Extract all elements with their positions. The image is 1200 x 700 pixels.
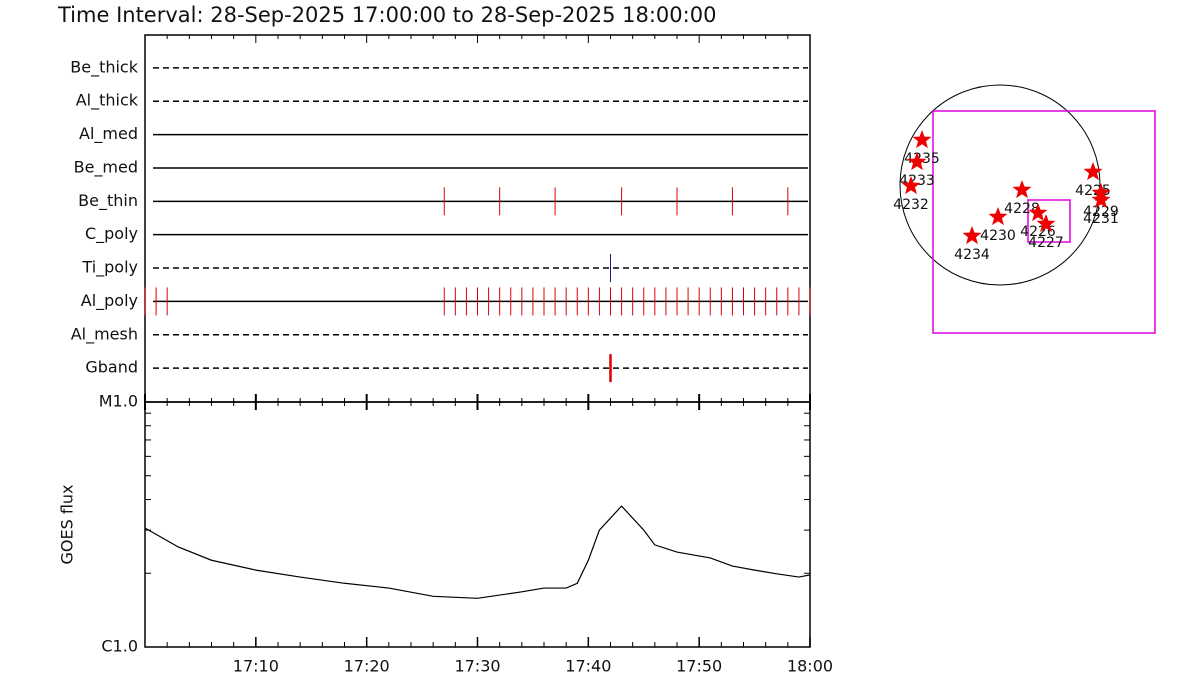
x-tick-label: 17:10 bbox=[233, 657, 279, 676]
region-label: 4230 bbox=[980, 228, 1016, 244]
panel-frame bbox=[144, 401, 811, 648]
region-star bbox=[1091, 190, 1111, 209]
region-label: 4231 bbox=[1083, 211, 1119, 227]
x-tick-label: 17:50 bbox=[676, 657, 722, 676]
panel-frame bbox=[144, 34, 811, 403]
region-star bbox=[912, 130, 932, 149]
chart-title: Time Interval: 28-Sep-2025 17:00:00 to 2… bbox=[57, 3, 716, 27]
flux-line bbox=[144, 505, 811, 599]
row-label: C_poly bbox=[85, 224, 138, 244]
row-label: Al_poly bbox=[81, 291, 138, 311]
region-label: 4233 bbox=[899, 173, 935, 189]
region-star bbox=[1036, 214, 1056, 233]
region-label: 4228 bbox=[1004, 201, 1040, 217]
x-tick-label: 18:00 bbox=[787, 657, 833, 676]
row-label: Be_thick bbox=[70, 57, 138, 77]
region-label: 4234 bbox=[954, 247, 990, 263]
region-star bbox=[1083, 162, 1103, 181]
x-tick-label: 17:40 bbox=[565, 657, 611, 676]
x-tick-label: 17:30 bbox=[454, 657, 500, 676]
region-label: 4232 bbox=[893, 197, 929, 213]
y-tick-label: C1.0 bbox=[101, 637, 138, 656]
row-label: Be_thin bbox=[78, 191, 138, 211]
x-tick-label: 17:20 bbox=[344, 657, 390, 676]
fov-box bbox=[932, 110, 1156, 334]
row-label: Be_med bbox=[74, 157, 138, 177]
y-axis-label: GOES flux bbox=[58, 484, 77, 564]
row-label: Ti_poly bbox=[81, 258, 138, 278]
row-label: Al_mesh bbox=[71, 324, 138, 344]
region-star bbox=[962, 226, 982, 245]
y-tick-label: M1.0 bbox=[99, 392, 138, 411]
row-label: Gband bbox=[85, 358, 138, 377]
row-label: Al_med bbox=[79, 124, 138, 144]
region-star bbox=[1028, 203, 1048, 222]
region-label: 4227 bbox=[1028, 235, 1064, 251]
row-label: Al_thick bbox=[76, 91, 139, 111]
region-label: 4229 bbox=[1083, 204, 1119, 220]
region-star bbox=[1012, 180, 1032, 199]
region-star bbox=[907, 152, 927, 171]
fov-box bbox=[1027, 199, 1071, 243]
region-star bbox=[988, 207, 1008, 226]
solar-disk bbox=[899, 84, 1101, 286]
region-star bbox=[901, 176, 921, 195]
